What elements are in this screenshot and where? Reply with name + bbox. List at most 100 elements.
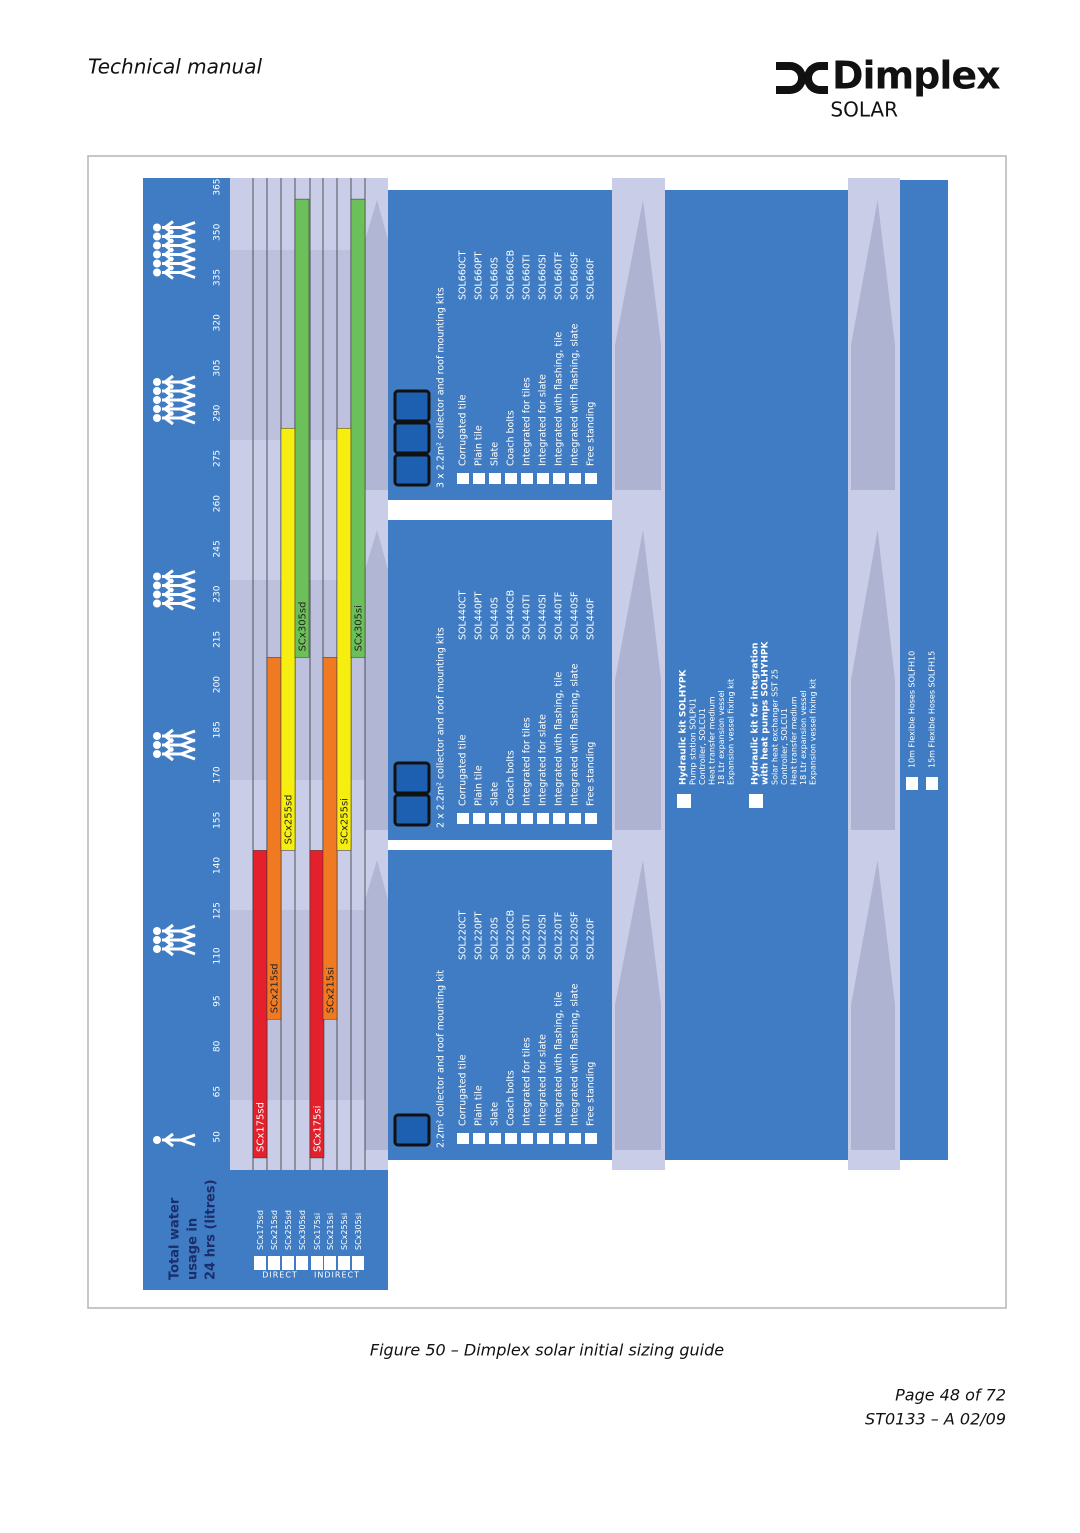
kit-item: Integrated with flashing, tile <box>554 992 565 1126</box>
bar-label: SCx215sd <box>270 963 281 1013</box>
arrow <box>615 860 661 1150</box>
hydraulic-item: Heat transfer medium <box>708 696 717 785</box>
legend-checkbox <box>311 1256 323 1270</box>
kit-item: Corrugated tile <box>458 394 469 466</box>
bar-label: SCx215si <box>326 967 337 1013</box>
scale-tick-label: 350 <box>213 223 223 240</box>
kit-item: Integrated with flashing, slate <box>570 983 581 1126</box>
kit-item: Coach bolts <box>506 410 517 466</box>
scale-tick-label: 185 <box>213 721 223 738</box>
scale-tick-label: 230 <box>213 585 223 602</box>
person-icon <box>153 1136 161 1144</box>
hydraulic-item: Expansion vessel fixing kit <box>809 679 818 785</box>
arrow <box>851 860 895 1150</box>
bar-label: SCx255sd <box>284 794 295 844</box>
kit-checkbox <box>457 1133 469 1144</box>
arrow <box>615 530 661 830</box>
kit-panel <box>388 520 612 840</box>
person-icon <box>153 268 161 277</box>
usage-label: usage in <box>186 1218 201 1280</box>
kit-checkbox <box>553 1133 565 1144</box>
bar-label: SCx255si <box>340 798 351 844</box>
kit-checkbox <box>521 813 533 824</box>
kit-code: SOL220CT <box>458 910 469 960</box>
legend-label: SCx215sd <box>270 1210 279 1250</box>
scale-tick-label: 95 <box>213 995 223 1006</box>
kit-checkbox <box>457 473 469 484</box>
arrow <box>365 860 388 1150</box>
kit-checkbox <box>489 813 501 824</box>
kit-item: Slate <box>490 782 501 806</box>
scale-tick-label: 365 <box>213 178 223 195</box>
kit-checkbox <box>473 1133 485 1144</box>
kit-checkbox <box>585 473 597 484</box>
kit-code: SOL660SI <box>538 254 549 300</box>
scale-tick-label: 320 <box>213 314 223 331</box>
kit-item: Plain tile <box>474 765 485 806</box>
kit-checkbox <box>537 473 549 484</box>
kit-item: Plain tile <box>474 425 485 466</box>
hoses-panel <box>900 180 948 1160</box>
kit-checkbox <box>585 1133 597 1144</box>
legend-label: SCx215si <box>326 1213 335 1250</box>
kit-checkbox <box>505 473 517 484</box>
hydraulic-item: Expansion vessel fixing kit <box>727 679 736 785</box>
kit-checkbox <box>569 1133 581 1144</box>
range-bar <box>294 198 310 658</box>
kit-item: Coach bolts <box>506 1070 517 1126</box>
kit-checkbox <box>489 473 501 484</box>
kit-checkbox <box>553 473 565 484</box>
group-label: DIRECT <box>262 1271 298 1280</box>
kit-code: SOL660CB <box>506 250 517 300</box>
kit-checkbox <box>489 1133 501 1144</box>
scale-tick-label: 65 <box>213 1086 223 1097</box>
page-number: Page 48 of 72 <box>895 1386 1006 1405</box>
kit-item: Free standing <box>586 742 597 806</box>
kit-code: SOL440TF <box>554 592 565 640</box>
kit-item: Integrated for tiles <box>522 717 533 806</box>
scale-tick-label: 125 <box>213 902 223 919</box>
kit-item: Slate <box>490 1102 501 1126</box>
bar-label: SCx305sd <box>298 602 309 652</box>
kit-code: SOL660TI <box>522 254 533 300</box>
kit-item: Integrated with flashing, slate <box>570 663 581 806</box>
hydraulic-item: 18 Ltr expansion vessel <box>799 690 808 785</box>
scale-tick-label: 170 <box>213 766 223 783</box>
person-icon <box>153 936 161 944</box>
hydraulic-item: Controller, SOLCU1 <box>780 708 789 785</box>
kit-title: 3 x 2.2m² collector and roof mounting ki… <box>436 287 447 488</box>
kit-code: SOL220SF <box>570 912 581 960</box>
person-icon <box>162 220 196 235</box>
legend-checkbox <box>254 1256 266 1270</box>
logo-mark <box>776 62 806 94</box>
kit-item: Integrated with flashing, tile <box>554 332 565 466</box>
scale-tick-label: 215 <box>213 631 223 648</box>
legend-checkbox <box>296 1256 308 1270</box>
person-icon <box>153 396 161 404</box>
bar-label: SCx175sd <box>256 1102 267 1152</box>
scale-tick-label: 200 <box>213 676 223 693</box>
kit-code: SOL220F <box>586 918 597 960</box>
legend-label: SCx305sd <box>298 1210 307 1250</box>
kit-checkbox <box>553 813 565 824</box>
person-icon <box>153 590 161 599</box>
bar-label: SCx305si <box>354 605 365 651</box>
kit-checkbox <box>473 473 485 484</box>
kit-item: Integrated with flashing, tile <box>554 672 565 806</box>
legend-label: SCx175si <box>313 1213 322 1250</box>
kit-code: SOL440SI <box>538 594 549 640</box>
collector-icon <box>393 453 431 487</box>
arrow <box>615 200 661 490</box>
kit-item: Integrated with flashing, slate <box>570 323 581 466</box>
kit-checkbox <box>585 813 597 824</box>
kit-item: Integrated for slate <box>538 374 549 466</box>
person-icon <box>153 387 161 395</box>
range-bar <box>350 198 366 658</box>
collector-icon <box>393 793 431 827</box>
kit-checkbox <box>505 813 517 824</box>
kit-checkbox <box>521 473 533 484</box>
arrow <box>365 530 388 830</box>
legend-label: SCx305si <box>354 1213 363 1250</box>
doc-ref: ST0133 – A 02/09 <box>865 1410 1006 1429</box>
